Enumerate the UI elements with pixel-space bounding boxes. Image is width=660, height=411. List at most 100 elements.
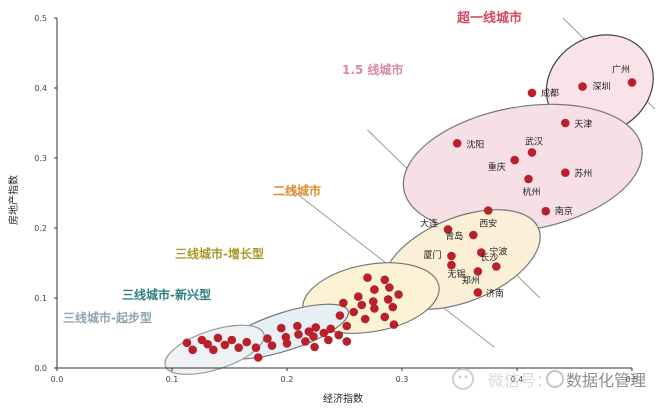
city-label: 郑州 — [462, 274, 480, 286]
data-point — [342, 321, 352, 331]
data-point — [339, 298, 348, 308]
group-label: 二线城市 — [273, 183, 321, 198]
data-point — [394, 290, 403, 299]
city-label: 杭州 — [523, 186, 541, 198]
city-label: 深圳 — [593, 82, 611, 93]
data-point — [220, 340, 230, 350]
data-point — [182, 338, 192, 348]
data-point — [473, 267, 483, 276]
data-point — [357, 300, 367, 310]
data-point — [282, 339, 292, 348]
data-point — [267, 341, 277, 350]
data-point — [234, 343, 243, 353]
watermark: 微信号： 数据化管理 — [452, 368, 646, 390]
data-point — [209, 345, 218, 355]
x-tick-label: 0.0 — [51, 375, 64, 384]
x-tick-label: 0.4 — [511, 375, 524, 384]
data-point — [188, 345, 197, 355]
city-label: 无锡 — [447, 269, 465, 280]
group-ellipses — [164, 34, 654, 375]
data-point — [309, 332, 318, 341]
wechat-icon-dot — [464, 375, 468, 379]
x-tick-label: 0.5 — [626, 375, 639, 384]
city-label: 西安 — [479, 218, 497, 230]
data-point — [385, 283, 394, 292]
data-point — [310, 342, 319, 352]
data-point — [469, 230, 478, 240]
data-point — [349, 307, 359, 317]
data-point — [370, 304, 379, 313]
data-point — [383, 295, 393, 304]
city-label: 苏州 — [574, 168, 592, 180]
city-label: 长沙 — [480, 252, 498, 264]
y-tick-label: 0.0 — [34, 364, 47, 373]
city-label: 济南 — [486, 287, 504, 299]
y-tick-label: 0.3 — [34, 154, 47, 163]
data-point — [473, 288, 483, 297]
data-point — [334, 330, 344, 340]
data-point — [541, 206, 551, 216]
data-point — [578, 82, 587, 91]
city-label: 青岛 — [445, 230, 463, 242]
data-point — [342, 337, 352, 346]
data-point — [447, 260, 456, 270]
data-point — [527, 88, 537, 98]
group-label: 超一线城市 — [457, 10, 522, 26]
data-point — [242, 337, 252, 347]
data-point — [326, 324, 336, 334]
data-point — [492, 262, 501, 271]
axis-ticks: 0.0 0.1 0.2 0.3 0.4 0.5 0.0 0.1 0.2 0.3 0.4 0.5 — [34, 14, 638, 384]
x-tick-label: 0.2 — [281, 375, 294, 384]
data-point — [389, 320, 399, 329]
group-label: 三线城市-新兴型 — [122, 287, 211, 302]
city-label: 宁波 — [489, 246, 507, 258]
data-point — [251, 343, 261, 353]
data-point — [293, 321, 302, 331]
city-label: 南京 — [555, 205, 573, 217]
watermark-text-1: 微信号： — [488, 371, 552, 390]
data-point — [561, 118, 570, 128]
city-label: 厦门 — [423, 249, 441, 261]
city-label: 天津 — [574, 119, 592, 130]
data-point — [524, 174, 533, 184]
data-point — [380, 275, 390, 285]
data-point — [324, 335, 333, 345]
group-label: 三线城市-起步型 — [63, 310, 152, 325]
x-axis-title: 经济指数 — [323, 392, 363, 405]
watermark-text-2: 数据化管理 — [566, 371, 646, 390]
city-label: 大连 — [420, 217, 438, 229]
data-point — [477, 248, 486, 257]
axes — [56, 18, 632, 369]
data-point — [527, 148, 537, 157]
data-point — [388, 302, 398, 312]
data-point — [276, 323, 286, 333]
x-tick-label: 0.1 — [166, 375, 179, 384]
group-label: 1.5 线城市 — [342, 62, 403, 77]
data-point — [510, 155, 519, 165]
data-points — [182, 78, 637, 362]
y-tick-label: 0.1 — [34, 294, 47, 303]
y-tick-label: 0.4 — [34, 84, 47, 93]
city-label: 成都 — [541, 87, 559, 99]
data-point — [360, 314, 370, 324]
data-point — [319, 328, 329, 338]
data-point — [354, 292, 363, 301]
data-point — [335, 311, 345, 320]
wechat-icon — [452, 368, 474, 390]
data-point — [483, 206, 493, 215]
y-tick-label: 0.2 — [34, 224, 47, 233]
city-label: 重庆 — [488, 161, 506, 173]
data-point — [294, 330, 303, 339]
data-point — [203, 339, 212, 349]
y-axis-title: 房地产指数 — [7, 175, 20, 225]
city-label: 沈阳 — [466, 138, 484, 150]
wechat-icon-dot — [458, 375, 462, 379]
data-point — [227, 335, 237, 345]
x-tick-label: 0.3 — [396, 375, 409, 384]
data-point — [447, 251, 456, 261]
data-point — [380, 312, 390, 322]
data-point — [213, 333, 223, 343]
